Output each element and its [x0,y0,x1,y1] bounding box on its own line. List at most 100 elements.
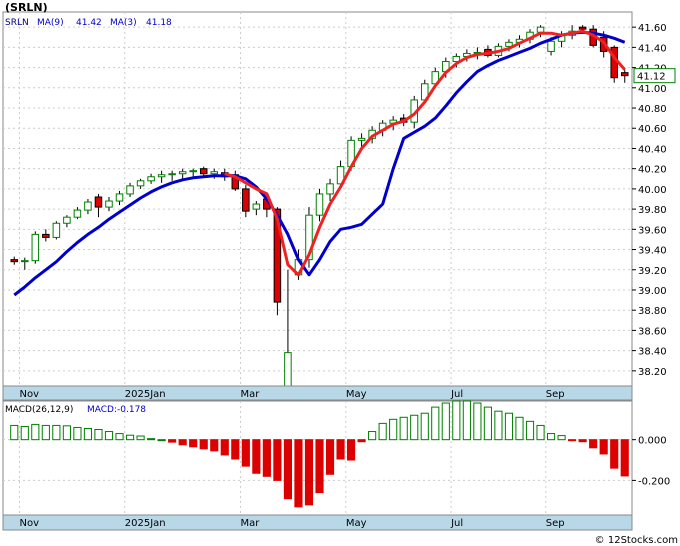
candle-body [620,72,629,77]
macd-bar [231,439,240,460]
macd-bar [620,439,629,477]
macd-value-label: MACD:-0.178 [87,405,146,415]
candle-body [547,40,555,52]
macd-bar [336,439,345,460]
macd-bar [568,439,577,442]
macd-bar [368,431,377,441]
price-x-axis-band [2,385,633,401]
price-y-tick-label: 40.00 [638,185,667,196]
macd-x-axis-band [2,514,633,531]
price-legend: SRLN MA(9) 41.42 MA(3) 41.18 [5,18,172,28]
candle [315,188,324,222]
candle-body [168,173,176,176]
candle-body [136,180,145,187]
macd-title: MACD(26,12,9) [5,405,73,415]
price-y-tick-label: 39.20 [638,266,667,277]
last-price-tag [633,68,676,84]
macd-bar [283,439,293,500]
candle [357,133,366,149]
price-x-tick-label: Sep [546,389,565,400]
macd-bar [157,439,166,442]
macd-bar [589,439,598,449]
candle [42,229,50,242]
macd-y-ticks: 0.000 -0.200 [3,436,670,487]
macd-bar [294,439,303,508]
macd-x-tick-label: May [346,518,367,529]
price-y-tick-label: 39.40 [638,246,667,257]
price-y-tick-label: 38.60 [638,326,667,337]
legend-item: 41.42 [76,18,102,28]
macd-bar [41,424,50,441]
candle-body [115,193,124,202]
legend-item: SRLN [5,18,29,28]
candle-body [21,260,29,263]
price-y-tick-label: 40.20 [638,165,667,176]
price-y-tick-label: 40.40 [638,144,667,155]
price-y-tick-label: 41.40 [638,43,667,54]
macd-x-tick-label: Sep [546,518,565,529]
candle-body [505,41,513,47]
price-x-tick-label: Nov [20,389,40,400]
candle [168,170,176,181]
macd-bar [241,439,250,467]
macd-bar [483,406,492,441]
candle-body [326,183,334,195]
candle-body [63,216,71,224]
price-x-labels: Nov 2025Jan Mar May Jul Sep [20,389,565,400]
candle [620,69,629,83]
candle-body [157,174,166,178]
macd-bar [536,424,545,441]
macd-bar [441,402,450,441]
candle [242,184,250,218]
macd-bar [504,412,514,441]
macd-bar [410,414,419,441]
last-price-label: 41.12 [637,72,666,83]
macd-x-tick-label: Nov [20,518,40,529]
price-y-tick-label: 38.80 [638,306,667,317]
macd-bar [104,431,114,441]
macd-bar [462,400,471,441]
macd-bar [199,439,208,450]
macd-bar [610,439,619,469]
macd-x-tick-label: Jul [450,518,463,529]
candle [326,178,334,202]
macd-bar [431,406,440,441]
candle-body [536,26,545,33]
price-gridlines [3,12,632,515]
macd-bar [262,439,271,477]
macd-bar [83,427,93,441]
macd-bar [399,416,408,441]
macd-bar [557,435,566,441]
macd-bar [210,439,219,452]
macd-bar [599,439,608,455]
candle [21,257,29,270]
candle-body [94,196,103,208]
macd-bar [62,425,71,441]
price-y-tick-label: 38.20 [638,367,667,378]
candle-body [126,185,134,195]
macd-bar [10,424,19,441]
macd-x-tick-label: 2025Jan [125,518,166,529]
price-x-tick-label: May [346,389,367,400]
candle-body [105,200,113,208]
price-y-tick-label: 39.60 [638,225,667,236]
price-y-ticks: 41.6041.4041.2041.0040.8040.6040.4040.20… [632,23,667,378]
candle [178,168,187,179]
candle [52,221,61,240]
candle [199,166,208,177]
macd-bar [515,416,524,441]
macd-bar [252,439,261,474]
macd-bar [125,434,135,441]
price-x-tick-label: 2025Jan [125,389,166,400]
macd-bar [525,420,535,441]
candle-body [452,55,461,63]
candle [10,256,19,265]
macd-bar [273,439,282,481]
candle [73,207,82,220]
candle-body [242,188,250,212]
macd-bar [546,433,556,441]
price-y-tick-label: 41.60 [638,23,667,34]
candle [63,215,71,228]
candle [147,173,155,184]
